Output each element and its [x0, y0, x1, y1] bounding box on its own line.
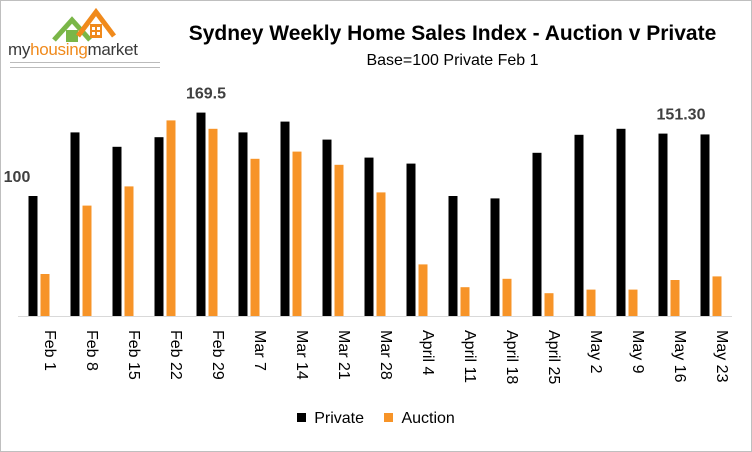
data-label-may-23: 151.30: [657, 106, 706, 123]
bar-private-may-9: [616, 128, 626, 316]
x-tick-label: May 9: [629, 330, 646, 374]
bar-private-feb-22: [154, 137, 164, 316]
bar-auction-feb-29: [208, 128, 218, 316]
bar-private-mar-7: [238, 132, 248, 316]
bar-private-mar-14: [280, 121, 290, 316]
legend-swatch-private: [297, 413, 307, 422]
bar-auction-feb-8: [82, 205, 92, 316]
x-tick-label: April 11: [461, 330, 478, 383]
bar-private-mar-21: [322, 139, 332, 316]
bar-auction-feb-1: [40, 274, 50, 316]
data-label-feb-1: 100: [4, 169, 31, 186]
legend-label-private: Private: [314, 410, 364, 427]
bar-private-may-16: [658, 133, 668, 316]
bar-auction-mar-14: [292, 151, 302, 316]
bar-private-may-23: [700, 134, 710, 316]
bar-auction-april-18: [502, 278, 512, 316]
x-tick-label: May 23: [713, 330, 730, 383]
bar-auction-mar-21: [334, 164, 344, 316]
logo: [6, 6, 166, 72]
bar-private-feb-15: [112, 146, 122, 316]
legend-label-auction: Auction: [401, 410, 455, 427]
x-tick-label: Mar 14: [293, 330, 310, 380]
x-tick-label: Feb 8: [83, 330, 100, 371]
x-tick-label: April 25: [545, 330, 562, 384]
x-tick-label: Mar 7: [251, 330, 268, 371]
x-tick-label: Feb 22: [167, 330, 184, 380]
bar-auction-may-23: [712, 276, 722, 316]
chart-subtitle: Base=100 Private Feb 1: [366, 52, 539, 69]
x-tick-label: April 18: [503, 330, 520, 384]
bar-auction-mar-7: [250, 158, 260, 316]
bar-private-april-11: [448, 196, 458, 316]
legend-swatch-auction: [384, 413, 394, 422]
bar-private-feb-8: [70, 132, 80, 316]
data-label-feb-29: 169.5: [186, 86, 226, 103]
bar-private-april-25: [532, 152, 542, 316]
bar-private-april-18: [490, 198, 500, 316]
x-tick-label: May 2: [587, 330, 604, 374]
x-tick-label: Feb 15: [125, 330, 142, 380]
legend: Private Auction: [0, 410, 752, 428]
logo-tagline: [10, 62, 160, 68]
bar-private-mar-28: [364, 157, 374, 316]
x-tick-label: Feb 1: [41, 330, 58, 371]
house-roof-icon: [52, 7, 116, 42]
bar-auction-feb-15: [124, 186, 134, 316]
bar-auction-april-25: [544, 293, 554, 316]
x-tick-label: Mar 21: [335, 330, 352, 380]
bar-private-may-2: [574, 134, 584, 316]
x-tick-label: April 4: [419, 330, 436, 375]
bar-auction-feb-22: [166, 120, 176, 317]
legend-item-auction: Auction: [384, 410, 455, 428]
logo-wordmark: myhousingmarket: [8, 40, 138, 59]
bar-auction-may-9: [628, 289, 638, 316]
bar-private-april-4: [406, 163, 416, 316]
x-tick-label: Mar 28: [377, 330, 394, 380]
bar-auction-april-11: [460, 287, 470, 316]
chart-title: Sydney Weekly Home Sales Index - Auction…: [188, 22, 717, 45]
bar-auction-mar-28: [376, 192, 386, 316]
bar-private-feb-1: [28, 196, 38, 316]
bar-auction-april-4: [418, 264, 428, 316]
x-tick-label: Feb 29: [209, 330, 226, 380]
x-tick-label: May 16: [671, 330, 688, 383]
bar-auction-may-16: [670, 280, 680, 316]
bar-auction-may-2: [586, 289, 596, 316]
bar-private-feb-29: [196, 112, 206, 316]
legend-item-private: Private: [297, 410, 364, 428]
